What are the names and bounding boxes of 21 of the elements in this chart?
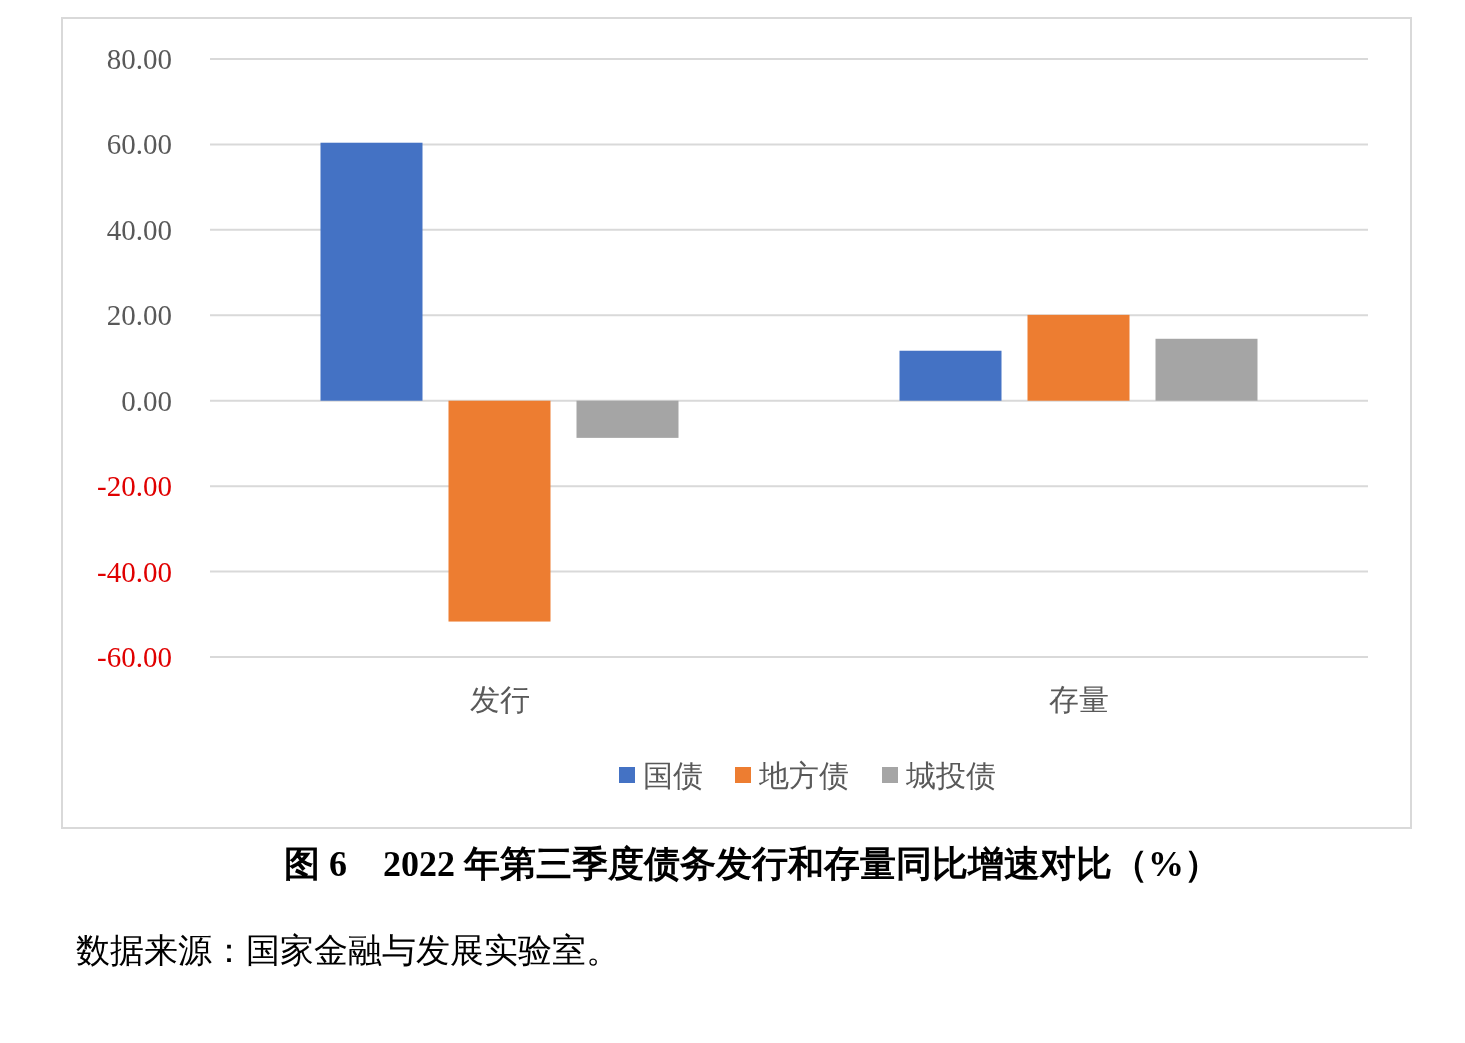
y-tick-label: 40.00	[106, 213, 172, 246]
x-tick-label: 存量	[1048, 683, 1109, 716]
y-tick-label: 80.00	[106, 43, 172, 75]
bar	[448, 400, 551, 622]
y-tick-label: 0.00	[121, 384, 172, 417]
y-tick-label: 60.00	[106, 128, 172, 161]
bar	[1155, 338, 1258, 401]
bar	[899, 350, 1002, 401]
legend-label: 国债	[643, 759, 703, 792]
y-tick-label: -60.00	[97, 641, 172, 673]
legend-label: 地方债	[758, 759, 849, 792]
text: 图 6 2022 年第三季度债务发行和存量同比增速对比（%）	[284, 844, 1220, 884]
y-tick-label: -40.00	[97, 555, 172, 588]
y-tick-label: -20.00	[97, 470, 172, 503]
y-tick-label: 20.00	[106, 299, 172, 332]
source-note: 数据来源：国家金融与发展实验室。	[76, 932, 620, 969]
bar	[320, 142, 423, 401]
bar	[1027, 314, 1130, 401]
legend-label: 城投债	[905, 759, 996, 792]
bar	[576, 400, 679, 438]
x-tick-label: 发行	[469, 683, 530, 716]
